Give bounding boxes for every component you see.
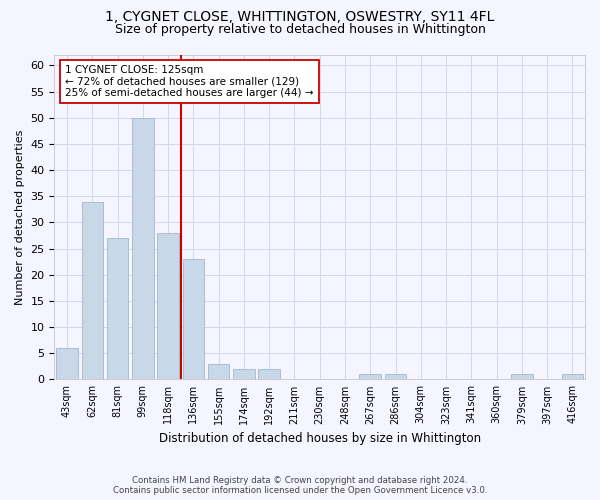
Text: Contains HM Land Registry data © Crown copyright and database right 2024.
Contai: Contains HM Land Registry data © Crown c… — [113, 476, 487, 495]
Y-axis label: Number of detached properties: Number of detached properties — [15, 130, 25, 305]
Bar — [56, 348, 78, 380]
X-axis label: Distribution of detached houses by size in Whittington: Distribution of detached houses by size … — [158, 432, 481, 445]
Bar — [259, 369, 280, 380]
Bar — [107, 238, 128, 380]
Bar — [208, 364, 229, 380]
Bar — [562, 374, 583, 380]
Bar — [182, 259, 204, 380]
Bar — [233, 369, 254, 380]
Bar — [359, 374, 381, 380]
Bar — [82, 202, 103, 380]
Text: 1 CYGNET CLOSE: 125sqm
← 72% of detached houses are smaller (129)
25% of semi-de: 1 CYGNET CLOSE: 125sqm ← 72% of detached… — [65, 64, 314, 98]
Bar — [511, 374, 533, 380]
Bar — [157, 233, 179, 380]
Bar — [132, 118, 154, 380]
Text: 1, CYGNET CLOSE, WHITTINGTON, OSWESTRY, SY11 4FL: 1, CYGNET CLOSE, WHITTINGTON, OSWESTRY, … — [106, 10, 494, 24]
Text: Size of property relative to detached houses in Whittington: Size of property relative to detached ho… — [115, 22, 485, 36]
Bar — [385, 374, 406, 380]
